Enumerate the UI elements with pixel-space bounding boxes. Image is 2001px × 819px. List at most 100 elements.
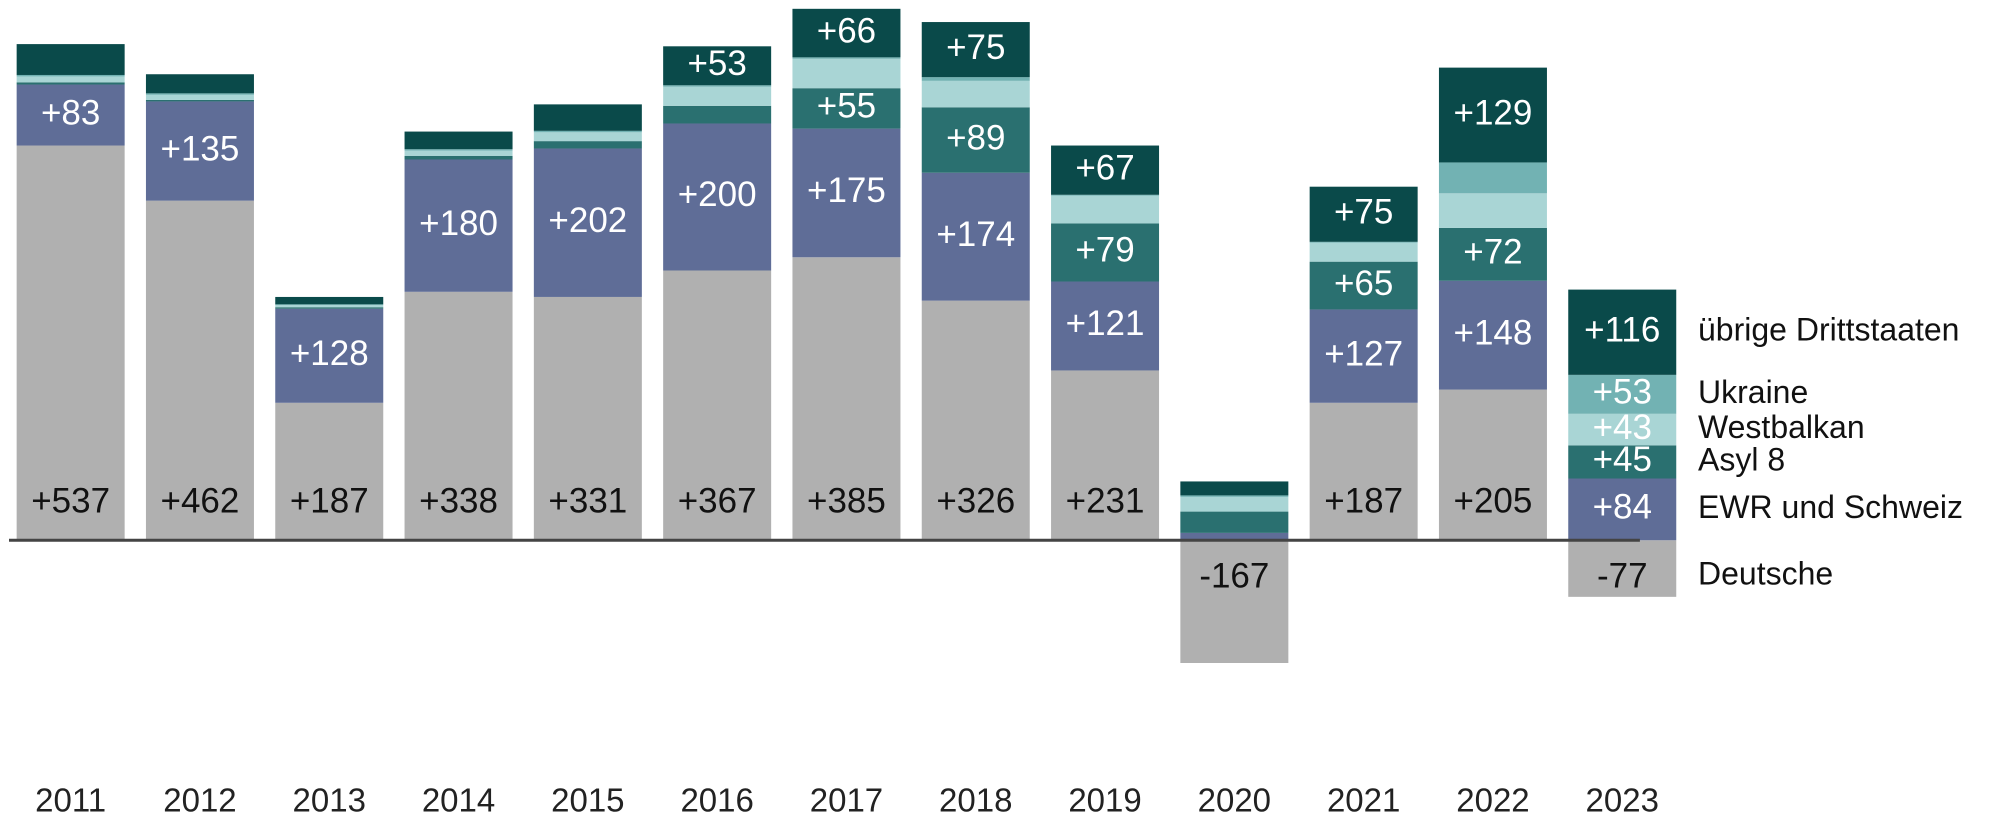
data-label: +385 — [807, 481, 886, 520]
bar-segment — [16, 145, 125, 541]
x-tick-label: 2011 — [35, 782, 106, 819]
data-label: +187 — [290, 481, 369, 520]
x-tick-label: 2023 — [1586, 782, 1659, 819]
bar-segment — [1568, 478, 1677, 541]
bar-segment — [16, 74, 125, 77]
data-label: +53 — [1593, 373, 1652, 412]
data-label: +338 — [419, 481, 498, 520]
data-label: -167 — [1199, 556, 1269, 595]
bar-segment — [16, 44, 125, 75]
x-tick-label: 2018 — [939, 782, 1012, 819]
bar-segment — [921, 300, 1030, 541]
bar-segment — [1568, 289, 1677, 375]
bar-segment — [1309, 309, 1418, 403]
bar-segment — [533, 148, 642, 297]
bar-segment — [1438, 162, 1547, 194]
data-label: +331 — [548, 481, 627, 520]
x-tick-label: 2019 — [1068, 782, 1141, 819]
bar-segment — [1051, 194, 1160, 196]
x-tick-label: 2012 — [163, 782, 236, 819]
data-label: +187 — [1324, 481, 1403, 520]
data-label: +53 — [687, 44, 746, 83]
bar-segment — [275, 296, 384, 305]
data-label: +462 — [161, 481, 240, 520]
bar-segment — [145, 93, 254, 95]
bar-segment — [404, 149, 513, 151]
bar-segment — [663, 105, 772, 124]
data-label: +75 — [1334, 193, 1393, 232]
bar-segment — [145, 99, 254, 102]
bar-segment — [1180, 495, 1289, 497]
data-label: +116 — [1584, 310, 1660, 349]
data-label: +129 — [1454, 93, 1533, 132]
data-label: +175 — [807, 171, 886, 210]
data-label: +67 — [1075, 148, 1134, 187]
bar-segment — [663, 270, 772, 541]
legend-label: Ukraine — [1698, 374, 1808, 410]
bar-segment — [16, 82, 125, 85]
bar-segment — [533, 141, 642, 149]
bar-segment — [533, 296, 642, 541]
bar-segment — [1180, 496, 1289, 512]
legend-label: Deutsche — [1698, 556, 1833, 592]
bar-segment — [792, 88, 901, 129]
bar-segment — [275, 307, 384, 309]
bar-segment — [404, 131, 513, 150]
data-label: +174 — [936, 215, 1015, 254]
x-tick-label: 2020 — [1198, 782, 1271, 819]
bar-segment — [1568, 374, 1677, 414]
bar-segment — [1438, 193, 1547, 228]
bar-segment — [1309, 186, 1418, 242]
bar-segment — [533, 104, 642, 131]
bar-segment — [792, 257, 901, 541]
data-label: +205 — [1454, 481, 1533, 520]
data-label: +66 — [817, 11, 876, 50]
bar-segment — [663, 85, 772, 87]
bar-segment — [1051, 195, 1160, 224]
bar-segment — [921, 172, 1030, 301]
bar-segment — [16, 84, 125, 146]
data-label: +148 — [1454, 313, 1533, 352]
bar-segment — [533, 130, 642, 133]
data-label: +75 — [946, 28, 1005, 67]
bar-segment — [921, 22, 1030, 78]
bar-segment — [145, 94, 254, 100]
data-label: +83 — [41, 93, 100, 132]
bar-segment — [1309, 242, 1418, 262]
data-label: +135 — [161, 129, 240, 168]
data-label: +537 — [31, 481, 110, 520]
data-label: +202 — [548, 201, 627, 240]
bar-segment — [792, 8, 901, 58]
bar-segment — [1180, 532, 1289, 541]
bar-segment — [1438, 227, 1547, 281]
bar-segment — [663, 46, 772, 86]
data-label: +200 — [678, 175, 757, 214]
bar-segment — [404, 150, 513, 156]
bar-segment — [145, 74, 254, 94]
bar-segment — [1309, 402, 1418, 541]
x-tick-label: 2015 — [551, 782, 624, 819]
bar-segment — [663, 123, 772, 271]
bar-segment — [1309, 261, 1418, 310]
data-label: +326 — [936, 481, 1015, 520]
bar-segment — [1180, 511, 1289, 533]
bar-segment — [1438, 389, 1547, 541]
bar-segment — [275, 304, 384, 306]
bar-segment — [1051, 370, 1160, 541]
bar-segment — [1180, 481, 1289, 496]
x-tick-label: 2021 — [1327, 782, 1400, 819]
data-label: +55 — [817, 87, 876, 126]
bar-segment — [404, 291, 513, 541]
bar-segment — [921, 77, 1030, 81]
bar-segment — [921, 107, 1030, 173]
bar-segment — [1051, 145, 1160, 195]
x-tick-label: 2013 — [293, 782, 366, 819]
bar-segment — [275, 402, 384, 541]
bar-segment — [1568, 445, 1677, 479]
bar-segment — [1051, 281, 1160, 371]
bar-segment — [1438, 67, 1547, 163]
x-tick-label: 2017 — [810, 782, 883, 819]
bar-segment — [16, 76, 125, 83]
x-tick-label: 2014 — [422, 782, 495, 819]
legend-label: Westbalkan — [1698, 409, 1865, 445]
